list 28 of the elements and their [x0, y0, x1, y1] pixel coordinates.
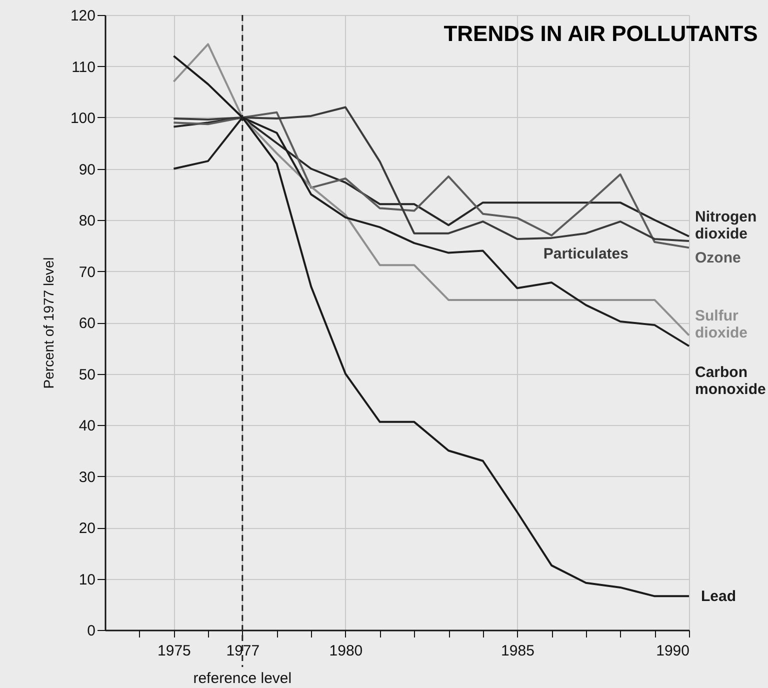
y-tick-label: 90 — [78, 161, 96, 178]
line-series — [172, 43, 690, 336]
x-tick-label: 1975 — [158, 642, 191, 660]
y-tick-label: 40 — [78, 418, 96, 434]
series-label: Lead — [701, 588, 736, 606]
y-tick-label: 70 — [78, 264, 96, 281]
y-tick-label: 60 — [78, 315, 96, 332]
series-label: Ozone — [695, 250, 741, 267]
x-tick-label: 1985 — [501, 642, 534, 660]
series-label: Nitrogen dioxide — [695, 208, 757, 242]
y-tick-label: 20 — [78, 520, 96, 537]
series-label: Particulates — [543, 245, 628, 262]
y-tick-label: 110 — [72, 58, 96, 76]
y-tick-label: 0 — [87, 622, 96, 640]
x-tick-label: 1980 — [329, 642, 363, 660]
y-axis-title: Percent of 1977 level — [40, 257, 56, 389]
y-tick-label: 80 — [78, 212, 96, 230]
x-tick-label: 1977 — [226, 642, 260, 660]
y-tick-label: 10 — [78, 571, 96, 588]
ref-line-label: reference level — [193, 670, 292, 687]
y-tick-label: 50 — [78, 366, 96, 384]
series-label: Sulfur dioxide — [695, 307, 748, 342]
y-tick-label: 30 — [78, 468, 96, 486]
chart-title: TRENDS IN AIR POLLUTANTS — [444, 21, 758, 46]
x-tick-label: 1990 — [656, 642, 690, 660]
y-tick-label: 100 — [70, 110, 96, 127]
y-tick-label: 120 — [70, 8, 96, 24]
series-label: Carbon monoxide — [695, 364, 766, 398]
